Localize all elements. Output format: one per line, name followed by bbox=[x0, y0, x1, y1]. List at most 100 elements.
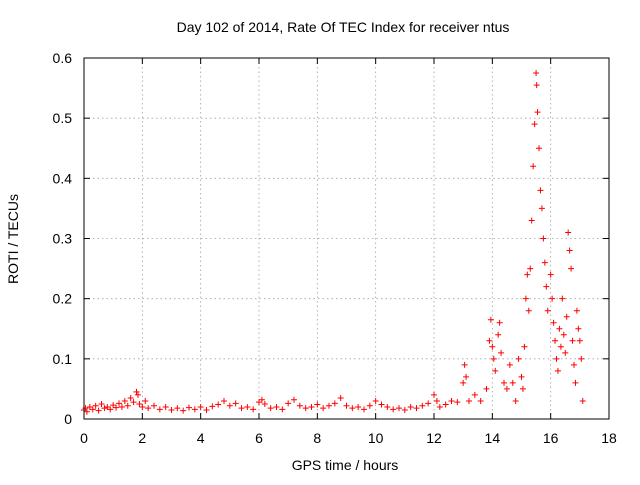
data-point bbox=[489, 343, 496, 350]
data-point bbox=[145, 405, 152, 412]
data-point bbox=[89, 406, 96, 413]
data-point bbox=[215, 401, 222, 408]
data-point bbox=[407, 403, 414, 410]
plot-frame bbox=[83, 57, 610, 420]
data-point bbox=[401, 406, 408, 413]
data-point bbox=[487, 316, 494, 323]
data-point bbox=[530, 163, 537, 170]
data-point bbox=[540, 235, 547, 242]
data-point bbox=[477, 397, 484, 404]
data-point bbox=[533, 70, 540, 77]
data-point bbox=[203, 406, 210, 413]
data-point bbox=[579, 397, 586, 404]
data-point bbox=[531, 121, 538, 128]
x-tick-label: 16 bbox=[543, 430, 559, 446]
data-point bbox=[492, 367, 499, 374]
data-point bbox=[384, 403, 391, 410]
data-point bbox=[95, 407, 102, 414]
data-point bbox=[116, 400, 122, 407]
data-point bbox=[578, 355, 585, 362]
data-point bbox=[390, 406, 397, 413]
data-point bbox=[250, 406, 257, 413]
data-point bbox=[568, 265, 575, 272]
data-point bbox=[519, 385, 526, 392]
data-point bbox=[563, 313, 570, 320]
data-point bbox=[527, 265, 534, 272]
data-point bbox=[302, 405, 309, 412]
data-point bbox=[483, 385, 490, 392]
data-point bbox=[291, 396, 297, 403]
data-point bbox=[575, 325, 582, 332]
y-axis-label: ROTI / TECUs bbox=[5, 194, 21, 284]
x-tick-label: 2 bbox=[138, 430, 146, 446]
data-point bbox=[509, 379, 516, 386]
data-point bbox=[133, 388, 140, 395]
y-tick-label: 0.6 bbox=[53, 50, 73, 66]
data-point bbox=[82, 405, 89, 412]
data-point bbox=[267, 405, 274, 412]
data-point bbox=[308, 403, 315, 410]
data-point bbox=[537, 187, 544, 194]
data-point bbox=[518, 373, 525, 380]
data-point bbox=[92, 402, 99, 409]
data-point bbox=[151, 402, 157, 409]
data-point bbox=[349, 405, 356, 412]
data-point bbox=[118, 403, 125, 410]
data-point bbox=[569, 337, 576, 344]
data-point bbox=[512, 397, 519, 404]
data-point bbox=[442, 401, 449, 408]
data-point bbox=[559, 295, 566, 302]
data-point bbox=[258, 396, 265, 403]
data-point bbox=[433, 397, 440, 404]
y-tick-label: 0.3 bbox=[53, 231, 73, 247]
data-point bbox=[130, 399, 137, 406]
x-tick-label: 6 bbox=[255, 430, 263, 446]
data-point bbox=[495, 331, 502, 338]
x-axis-label: GPS time / hours bbox=[292, 457, 399, 473]
data-point bbox=[232, 400, 239, 407]
data-point bbox=[466, 397, 472, 404]
data-point bbox=[331, 400, 338, 407]
x-tick-label: 10 bbox=[368, 430, 384, 446]
data-point bbox=[552, 337, 559, 344]
data-point bbox=[273, 403, 280, 410]
data-point bbox=[436, 403, 443, 410]
data-point bbox=[127, 394, 134, 401]
data-point bbox=[343, 402, 350, 409]
data-point bbox=[366, 402, 373, 409]
chart-title: Day 102 of 2014, Rate Of TEC Index for r… bbox=[177, 19, 510, 35]
data-point bbox=[501, 379, 507, 386]
data-point bbox=[498, 349, 505, 356]
data-point bbox=[156, 406, 163, 413]
data-point bbox=[113, 404, 120, 411]
data-point bbox=[139, 403, 146, 410]
data-point bbox=[554, 367, 561, 374]
data-point bbox=[101, 405, 108, 412]
data-point bbox=[186, 404, 192, 411]
data-point bbox=[372, 397, 379, 404]
data-point bbox=[534, 109, 541, 116]
y-tick-label: 0.2 bbox=[53, 291, 73, 307]
data-point bbox=[506, 361, 513, 368]
data-point bbox=[565, 229, 572, 236]
data-point bbox=[571, 361, 577, 368]
data-point bbox=[556, 325, 563, 332]
x-tick-label: 4 bbox=[197, 430, 205, 446]
data-point bbox=[543, 283, 550, 290]
data-point bbox=[425, 400, 432, 407]
data-point bbox=[544, 307, 551, 314]
x-tick-label: 18 bbox=[601, 430, 617, 446]
data-point bbox=[261, 400, 268, 407]
data-point bbox=[490, 355, 497, 362]
data-point bbox=[244, 403, 251, 410]
data-point bbox=[337, 394, 344, 401]
data-point bbox=[572, 379, 579, 386]
data-point bbox=[536, 145, 542, 152]
data-point bbox=[460, 379, 467, 386]
data-point bbox=[573, 307, 580, 314]
data-markers bbox=[81, 70, 586, 415]
data-point bbox=[279, 406, 286, 413]
data-point bbox=[463, 373, 470, 380]
